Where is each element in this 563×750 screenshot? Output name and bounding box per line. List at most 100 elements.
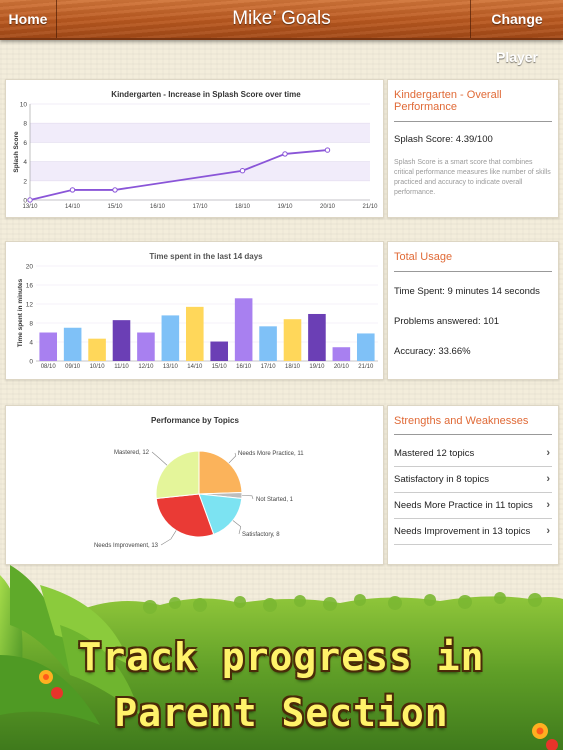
x-tick-label: 18/10 [285,364,301,370]
y-tick-label: 10 [20,102,28,109]
promo-banner: Track progress in Parent Section [0,565,563,750]
data-point [69,187,76,193]
bar-chart-ylabel: Time spent in minutes [17,278,24,347]
time-bar [210,341,229,361]
time-spent-value: Time Spent: 9 minutes 14 seconds [394,286,540,297]
x-tick-label: 21/10 [358,364,374,370]
pie-slice [155,450,200,500]
y-tick-label: 12 [26,302,34,309]
pie-leader-line [151,451,168,466]
x-tick-label: 10/10 [90,364,106,370]
time-bar [259,326,277,361]
total-usage-title: Total Usage [394,251,552,272]
splash-score-chart-panel: Kindergarten - Increase in Splash Score … [5,79,384,218]
x-tick-label: 18/10 [235,204,251,210]
x-tick-label: 13/10 [163,364,179,370]
chevron-right-icon: › [546,499,550,511]
time-bar [356,333,375,361]
splash-score-line [29,149,328,201]
x-tick-label: 19/10 [277,204,293,210]
pie-slice-label: Needs More Practice, 11 [238,451,304,457]
pie-leader-line [241,495,254,500]
y-tick-label: 4 [29,340,33,347]
y-tick-label: 0 [29,359,33,366]
pie-slice [198,493,243,536]
pie-slice [198,450,243,495]
time-bar [112,320,131,361]
home-button[interactable]: Home [0,0,57,38]
data-point [27,197,33,203]
strength-item-needs-improvement[interactable]: Needs Improvement in 13 topics › [394,519,552,545]
y-tick-label: 2 [23,178,27,185]
x-tick-label: 12/10 [138,364,154,370]
x-tick-label: 19/10 [309,364,325,370]
pie-leader-line [160,530,177,546]
x-tick-label: 14/10 [65,204,81,210]
x-tick-label: 17/10 [192,204,208,210]
performance-topics-chart-panel: Performance by Topics Needs More Practic… [5,405,384,565]
pie-slice-label: Not Started, 1 [256,497,294,503]
promo-line-1: Track progress in [78,635,485,679]
x-tick-label: 14/10 [187,364,203,370]
y-tick-label: 4 [23,159,27,166]
time-bar [137,332,155,361]
x-tick-label: 09/10 [65,364,81,370]
promo-line-2: Parent Section [114,691,449,735]
y-tick-label: 0 [23,198,27,205]
data-point [324,147,331,153]
pie-slice-label: Needs Improvement, 13 [94,543,159,549]
time-spent-chart-panel: Time spent in the last 14 days Time spen… [5,241,384,380]
pie-slice-label: Mastered, 12 [114,450,150,456]
x-tick-label: 08/10 [41,364,57,370]
accuracy-value: Accuracy: 33.66% [394,346,471,357]
x-tick-label: 16/10 [150,204,166,210]
problems-answered-value: Problems answered: 101 [394,316,500,327]
splash-score-line-chart: Kindergarten - Increase in Splash Score … [13,90,378,210]
data-point [112,187,118,193]
x-tick-label: 21/10 [362,204,378,210]
x-tick-label: 17/10 [261,364,277,370]
bar-chart-title: Time spent in the last 14 days [149,252,263,261]
splash-score-value: Splash Score: 4.39/100 [394,134,493,145]
page-title: Mike’ Goals [232,8,331,29]
top-bar: Home Mike’ Goals Change Player [0,0,563,65]
y-tick-label: 16 [26,283,34,290]
time-bar [161,315,180,361]
overall-performance-title: Kindergarten - Overall Performance [394,89,552,122]
y-tick-label: 8 [23,121,27,128]
time-bar [308,313,326,361]
time-bar [234,298,253,361]
pie-chart-title: Performance by Topics [151,416,239,425]
total-usage-panel: Total Usage Time Spent: 9 minutes 14 sec… [387,241,559,380]
change-player-button[interactable]: Change Player [470,0,563,65]
splash-score-description: Splash Score is a smart score that combi… [394,159,551,197]
time-bar [185,306,204,361]
grid-band [30,161,370,181]
pie-leader-line [232,520,242,535]
time-spent-bar-chart: Time spent in the last 14 days Time spen… [17,252,378,370]
strengths-weaknesses-title: Strengths and Weaknesses [394,415,552,435]
x-tick-label: 13/10 [22,204,38,210]
y-tick-label: 6 [23,140,27,147]
strength-item-mastered[interactable]: Mastered 12 topics › [394,441,552,467]
time-bar [39,332,58,361]
time-bar [332,347,351,361]
chevron-right-icon: › [546,447,550,459]
line-chart-ylabel: Splash Score [13,131,20,173]
x-tick-label: 15/10 [212,364,228,370]
chevron-right-icon: › [546,473,550,485]
strength-item-needs-more-practice[interactable]: Needs More Practice in 11 topics › [394,493,552,519]
x-tick-label: 16/10 [236,364,252,370]
x-tick-label: 20/10 [320,204,336,210]
jungle-illustration [0,565,563,750]
chevron-right-icon: › [546,525,550,537]
data-point [239,168,246,174]
data-point [282,151,288,157]
grid-band [30,123,370,143]
x-tick-label: 20/10 [334,364,350,370]
y-tick-label: 20 [26,264,34,271]
strength-item-satisfactory[interactable]: Satisfactory in 8 topics › [394,467,552,493]
y-tick-label: 8 [29,321,33,328]
overall-performance-panel: Kindergarten - Overall Performance Splas… [387,79,559,218]
performance-topics-pie-chart: Performance by Topics Needs More Practic… [94,416,304,549]
